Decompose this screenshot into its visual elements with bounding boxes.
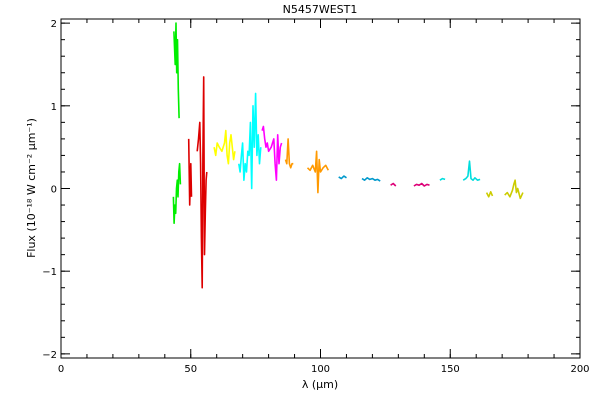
- series-line: [504, 179, 524, 200]
- series-line: [439, 177, 446, 181]
- y-tick-label: 1: [51, 102, 57, 113]
- x-tick-label: 150: [441, 364, 460, 375]
- y-tick-label: 2: [51, 19, 57, 30]
- x-tick-label: 0: [58, 364, 64, 375]
- series-line: [413, 182, 430, 187]
- y-tick-label: −1: [42, 267, 57, 278]
- series-line: [284, 138, 294, 169]
- x-tick-label: 200: [570, 364, 589, 375]
- series-line: [361, 177, 381, 182]
- axis-ticks: [60, 19, 581, 358]
- series-line: [338, 175, 347, 180]
- series-line: [390, 182, 397, 187]
- y-tick-label: −2: [42, 350, 57, 361]
- series-line: [172, 162, 182, 224]
- x-axis-label: λ (μm): [302, 378, 338, 391]
- series-line: [173, 22, 180, 119]
- series-line: [485, 191, 494, 198]
- y-axis-label: Flux (10⁻¹⁸ W cm⁻² μm⁻¹): [25, 118, 38, 258]
- axis-tick-labels: 0 50 100 150 200 −2 −1 0 1 2: [42, 19, 589, 375]
- x-tick-label: 100: [311, 364, 330, 375]
- series-line: [213, 129, 236, 165]
- series-line: [196, 76, 208, 289]
- series-group: [172, 22, 524, 289]
- series-line: [187, 138, 193, 206]
- series-line: [238, 92, 262, 190]
- series-line: [306, 150, 330, 194]
- series-line: [462, 160, 481, 181]
- y-tick-label: 0: [51, 185, 57, 196]
- series-line: [261, 125, 283, 181]
- chart-title: N5457WEST1: [283, 3, 358, 16]
- x-tick-label: 50: [184, 364, 197, 375]
